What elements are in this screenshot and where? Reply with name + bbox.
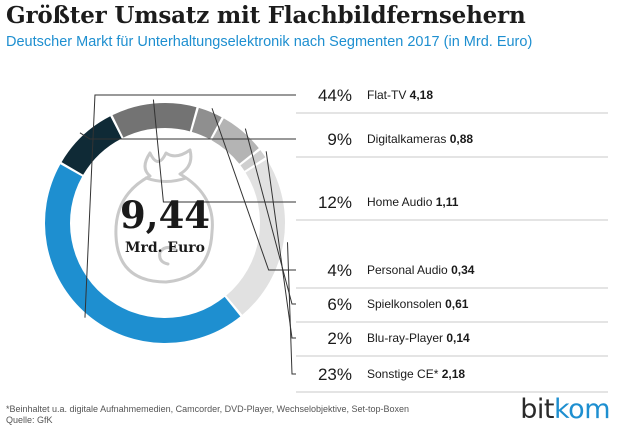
donut-slice xyxy=(226,159,285,315)
slice-value: 0,88 xyxy=(450,132,474,146)
donut-slice xyxy=(61,116,122,175)
slice-percent: 44% xyxy=(318,86,352,105)
slice-value: 4,18 xyxy=(410,88,434,102)
center-value: 9,44 xyxy=(120,193,210,237)
slice-value: 2,18 xyxy=(442,367,466,381)
slice-label: Digitalkameras 0,88 xyxy=(367,132,473,146)
slice-percent: 12% xyxy=(318,193,352,212)
leader-line xyxy=(265,151,296,339)
money-bag-icon xyxy=(114,148,214,284)
chart-subtitle: Deutscher Markt für Unterhaltungselektro… xyxy=(6,34,533,50)
leader-line xyxy=(79,132,296,140)
slice-percent: 6% xyxy=(327,295,352,314)
slice-value: 0,61 xyxy=(445,297,469,311)
donut-slice xyxy=(240,150,266,171)
leader-line xyxy=(244,128,296,305)
donut-chart: 44% Flat-TV 4,18 9% Digitalkameras 0,88 12% H… xyxy=(44,86,608,393)
slice-percent: 9% xyxy=(327,130,352,149)
logo-part-kom: kom xyxy=(554,394,611,425)
slice-value: 0,14 xyxy=(446,331,470,345)
leader-line xyxy=(286,242,296,375)
logo-part-bit: bit xyxy=(520,394,554,425)
slice-label: Flat-TV 4,18 xyxy=(367,88,433,102)
leader-line xyxy=(84,94,296,318)
slice-percent: 23% xyxy=(318,365,352,384)
slice-label: Spielkonsolen 0,61 xyxy=(367,297,469,311)
center-label: Mrd. Euro xyxy=(125,240,205,256)
slice-label: Blu-ray-Player 0,14 xyxy=(367,331,470,345)
donut-slice xyxy=(112,103,197,138)
footnote: *Beinhaltet u.a. digitale Aufnahmemedien… xyxy=(6,404,409,426)
chart-title: Größter Umsatz mit Flachbildfernsehern xyxy=(6,2,526,29)
bitkom-logo: bitkom xyxy=(520,394,610,425)
donut-slice xyxy=(211,118,259,164)
slice-label: Sonstige CE* 2,18 xyxy=(367,367,465,381)
slice-label: Personal Audio 0,34 xyxy=(367,263,475,277)
slice-percent: 4% xyxy=(327,261,352,280)
source-text: Quelle: GfK xyxy=(6,415,53,425)
slice-percent: 2% xyxy=(327,329,352,348)
leader-line xyxy=(211,108,296,271)
slice-value: 1,11 xyxy=(436,195,459,209)
footnote-text: *Beinhaltet u.a. digitale Aufnahmemedien… xyxy=(6,404,410,414)
slice-value: 0,34 xyxy=(451,263,475,277)
slice-label: Home Audio 1,11 xyxy=(367,195,459,209)
donut-slice xyxy=(44,164,241,344)
leader-line xyxy=(152,99,296,203)
